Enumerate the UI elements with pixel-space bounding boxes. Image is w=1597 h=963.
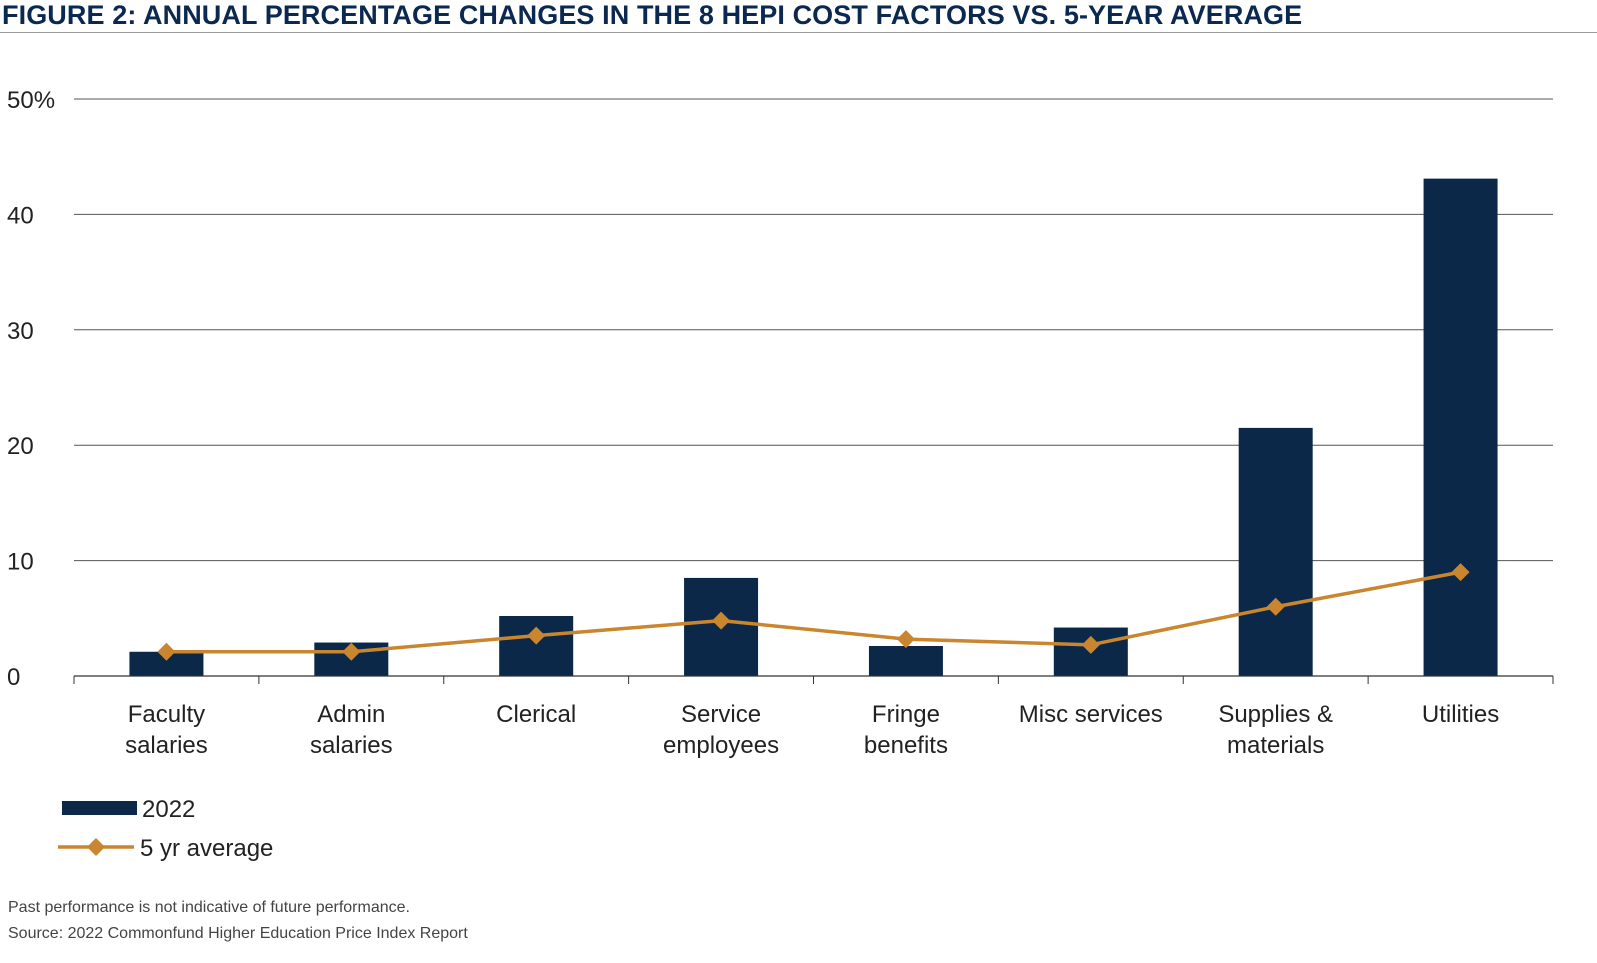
- y-tick-label-20: 20: [7, 433, 34, 460]
- x-axis-category-labels: Faculty salaries Admin salaries Clerical Serv…: [125, 701, 1499, 759]
- y-tick-label-40: 40: [7, 202, 34, 229]
- line-point-5yr-average-7: [1451, 563, 1470, 582]
- x-category-label-0: Faculty salaries: [125, 701, 208, 759]
- x-category-label-7: Utilities: [1422, 701, 1499, 728]
- y-tick-label-10: 10: [7, 549, 34, 576]
- x-category-label-3: Service employees: [663, 701, 779, 759]
- x-category-label-line: Supplies &: [1218, 701, 1333, 728]
- bar-2022-6: [1238, 427, 1313, 676]
- line-point-5yr-average-1: [342, 642, 361, 661]
- x-category-label-6: Supplies & materials: [1218, 701, 1333, 759]
- bar-2022-2: [499, 615, 574, 676]
- x-category-label-line: Misc services: [1019, 701, 1163, 728]
- line-5yr-average: [157, 563, 1470, 661]
- disclaimer-note: Past performance is not indicative of fu…: [8, 899, 410, 916]
- x-category-label-line: salaries: [125, 732, 208, 759]
- x-category-label-4: Fringe benefits: [864, 701, 948, 759]
- source-note: Source: 2022 Commonfund Higher Education…: [8, 925, 468, 942]
- x-category-label-line: Utilities: [1422, 701, 1499, 728]
- legend-label-5yr-average: 5 yr average: [140, 835, 273, 862]
- x-category-label-line: Clerical: [496, 701, 576, 728]
- x-category-label-line: Faculty: [128, 701, 205, 728]
- line-point-5yr-average-5: [1081, 635, 1100, 654]
- x-category-label-line: Service: [681, 701, 761, 728]
- line-point-5yr-average-2: [527, 626, 546, 645]
- x-category-label-line: benefits: [864, 732, 948, 759]
- gridlines: [74, 98, 1553, 562]
- line-5yr-average-path: [166, 570, 1461, 654]
- line-point-5yr-average-0: [157, 642, 176, 661]
- x-category-label-line: Fringe: [872, 701, 940, 728]
- y-tick-label-50: 50%: [7, 87, 55, 114]
- bar-2022-4: [868, 645, 943, 676]
- bars-2022: [129, 178, 1498, 676]
- x-category-label-2: Clerical: [496, 701, 576, 728]
- title-divider: [0, 32, 1597, 33]
- x-axis: [73, 675, 1554, 684]
- legend-label-2022: 2022: [142, 796, 195, 823]
- y-axis-tick-labels: 0 10 20 30 40 50%: [7, 87, 55, 691]
- x-category-label-line: materials: [1227, 732, 1324, 759]
- x-category-label-5: Misc services: [1019, 701, 1163, 728]
- line-point-5yr-average-3: [712, 611, 731, 630]
- y-tick-label-30: 30: [7, 318, 34, 345]
- legend: 2022 5 yr average: [58, 796, 273, 862]
- line-point-5yr-average-4: [896, 630, 915, 649]
- line-point-5yr-average-6: [1266, 597, 1285, 616]
- x-category-label-1: Admin salaries: [310, 701, 393, 759]
- legend-swatch-marker-5yr-average: [87, 838, 105, 856]
- figure-title: FIGURE 2: ANNUAL PERCENTAGE CHANGES IN T…: [2, 0, 1303, 30]
- y-tick-label-0: 0: [7, 664, 20, 691]
- bar-2022-7: [1423, 178, 1498, 676]
- x-category-label-line: Admin: [317, 701, 385, 728]
- legend-swatch-2022: [62, 801, 137, 815]
- x-category-label-line: salaries: [310, 732, 393, 759]
- x-category-label-line: employees: [663, 732, 779, 759]
